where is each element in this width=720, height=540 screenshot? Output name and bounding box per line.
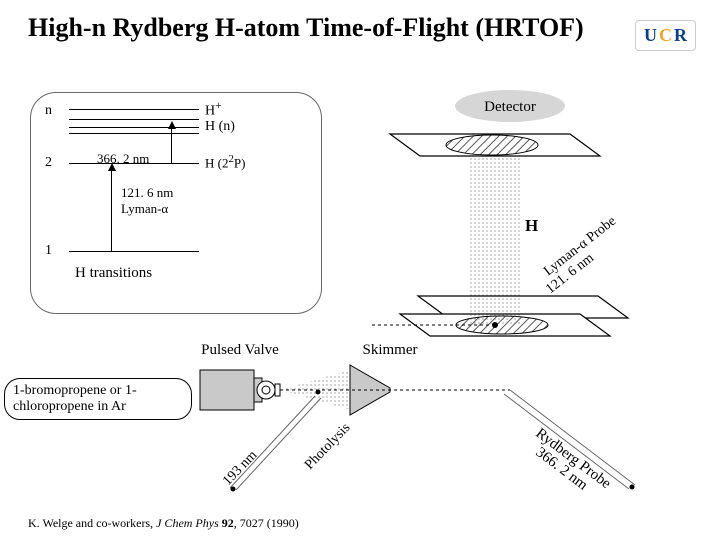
label-h-n: H (n) <box>205 119 235 135</box>
label-level-2: 2 <box>45 155 52 171</box>
label-h-atom: H <box>525 216 538 235</box>
page-title: High-n Rydberg H-atom Time-of-Flight (HR… <box>28 12 588 43</box>
logo-c: C <box>659 25 672 46</box>
label-h-plus: H+ <box>205 99 222 120</box>
logo-r: R <box>674 25 687 46</box>
label-photolysis: Photolysis <box>302 420 353 472</box>
beamline-region: Pulsed Valve Skimmer 193 nm Photolysis R… <box>10 340 710 510</box>
sample-callout: 1-bromopropene or 1-chloropropene in Ar <box>4 378 192 420</box>
flight-cone <box>470 156 520 326</box>
label-pulsed-valve: Pulsed Valve <box>201 342 279 358</box>
ucr-logo: U C R <box>635 20 696 51</box>
label-h-22p: H (22P) <box>205 153 245 171</box>
logo-u: U <box>644 25 657 46</box>
label-366nm: 366. 2 nm <box>97 151 149 167</box>
citation-journal: J Chem Phys <box>156 516 219 530</box>
pulsed-valve-icon <box>200 370 280 410</box>
detector-label: Detector <box>484 99 536 115</box>
label-121nm: 121. 6 nm <box>121 185 173 201</box>
energy-level-panel: n 2 1 H+ H (n) H (22P) 366. 2 nm 121. 6 … <box>30 92 322 314</box>
interaction-point <box>492 322 498 328</box>
label-skimmer: Skimmer <box>363 342 418 358</box>
detector-top-plate <box>390 134 600 156</box>
label-193nm: 193 nm <box>220 448 260 489</box>
label-lyman-alpha: Lyman-α <box>121 201 168 217</box>
citation: K. Welge and co-workers, J Chem Phys 92,… <box>28 516 299 531</box>
detector-region: Detector H Lyman-α Probe 121. 6 nm <box>370 86 690 354</box>
label-h-transitions: H transitions <box>75 265 152 282</box>
label-n: n <box>45 103 52 119</box>
label-level-1: 1 <box>45 243 52 259</box>
